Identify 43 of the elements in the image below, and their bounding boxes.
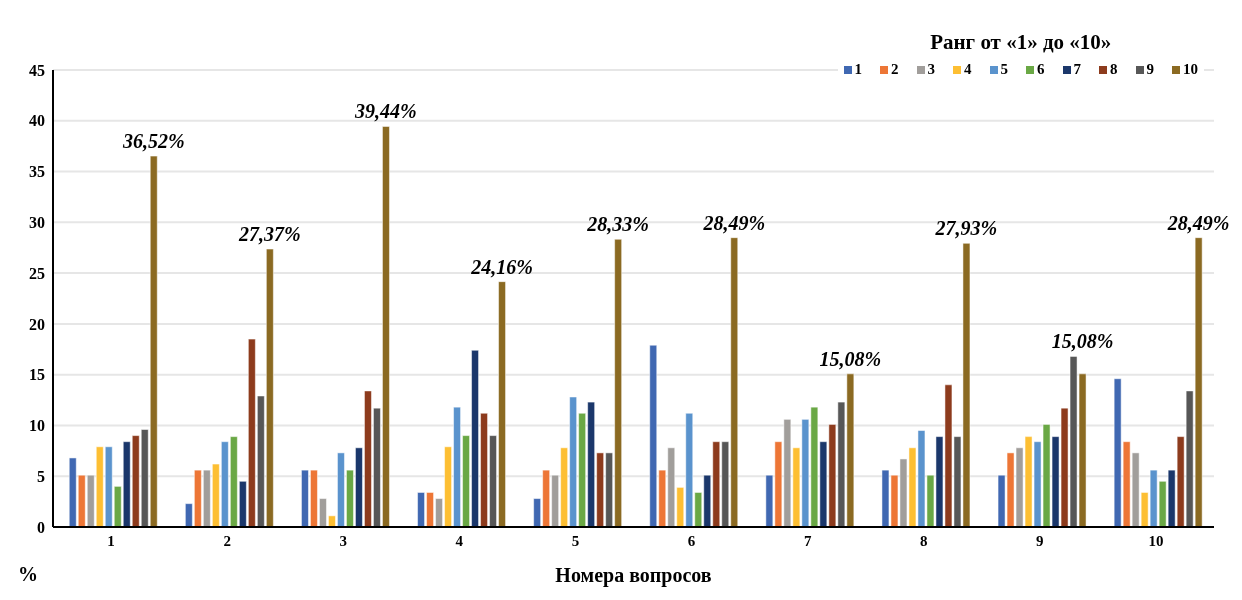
x-tick-label: 10 (1148, 532, 1164, 549)
x-tick-label: 8 (920, 532, 928, 549)
data-label: 27,37% (238, 223, 301, 246)
x-tick-label: 2 (223, 532, 231, 549)
data-label: 27,93% (934, 217, 998, 240)
y-tick-label: 35 (29, 163, 45, 181)
data-label: 39,44% (354, 100, 417, 123)
data-label: 15,08% (1051, 330, 1114, 353)
legend-label: 2 (890, 61, 899, 78)
y-tick-label: 45 (29, 61, 45, 79)
y-tick-label: 20 (29, 315, 45, 333)
y-tick-label: 15 (29, 366, 45, 384)
x-tick-label: 9 (1036, 532, 1044, 549)
y-tick-label: 0 (37, 518, 45, 536)
x-tick-label: 1 (107, 532, 115, 549)
y-axis-title: % (18, 563, 38, 586)
data-label: 28,49% (1166, 211, 1230, 234)
y-tick-label: 5 (37, 467, 45, 485)
x-tick-label: 6 (687, 532, 696, 549)
x-tick-label: 3 (339, 532, 347, 549)
legend-label: 4 (963, 61, 972, 78)
legend-label: 5 (999, 61, 1008, 78)
legend-label: 10 (1182, 61, 1198, 78)
y-tick-label: 10 (29, 417, 45, 435)
legend-title: Ранг от «1» до «10» (929, 30, 1113, 55)
x-tick-label: 7 (803, 532, 812, 549)
data-label: 24,16% (470, 255, 533, 278)
legend-label: 9 (1145, 61, 1154, 78)
x-axis-title: Номера вопросов (555, 564, 712, 587)
data-label: 28,49% (702, 211, 766, 234)
legend-label: 8 (1109, 61, 1118, 78)
data-label: 36,52% (121, 130, 185, 153)
legend-label: 3 (926, 61, 935, 78)
y-tick-label: 40 (29, 112, 45, 130)
data-label: 28,33% (586, 213, 649, 236)
x-tick-label: 5 (571, 532, 580, 549)
data-label: 15,08% (819, 347, 882, 370)
y-tick-label: 25 (29, 264, 45, 282)
legend-label: 7 (1072, 61, 1081, 78)
y-tick-label: 30 (29, 214, 45, 232)
legend-label: 6 (1036, 61, 1045, 78)
legend-label: 1 (853, 61, 862, 78)
x-tick-label: 4 (455, 532, 464, 549)
